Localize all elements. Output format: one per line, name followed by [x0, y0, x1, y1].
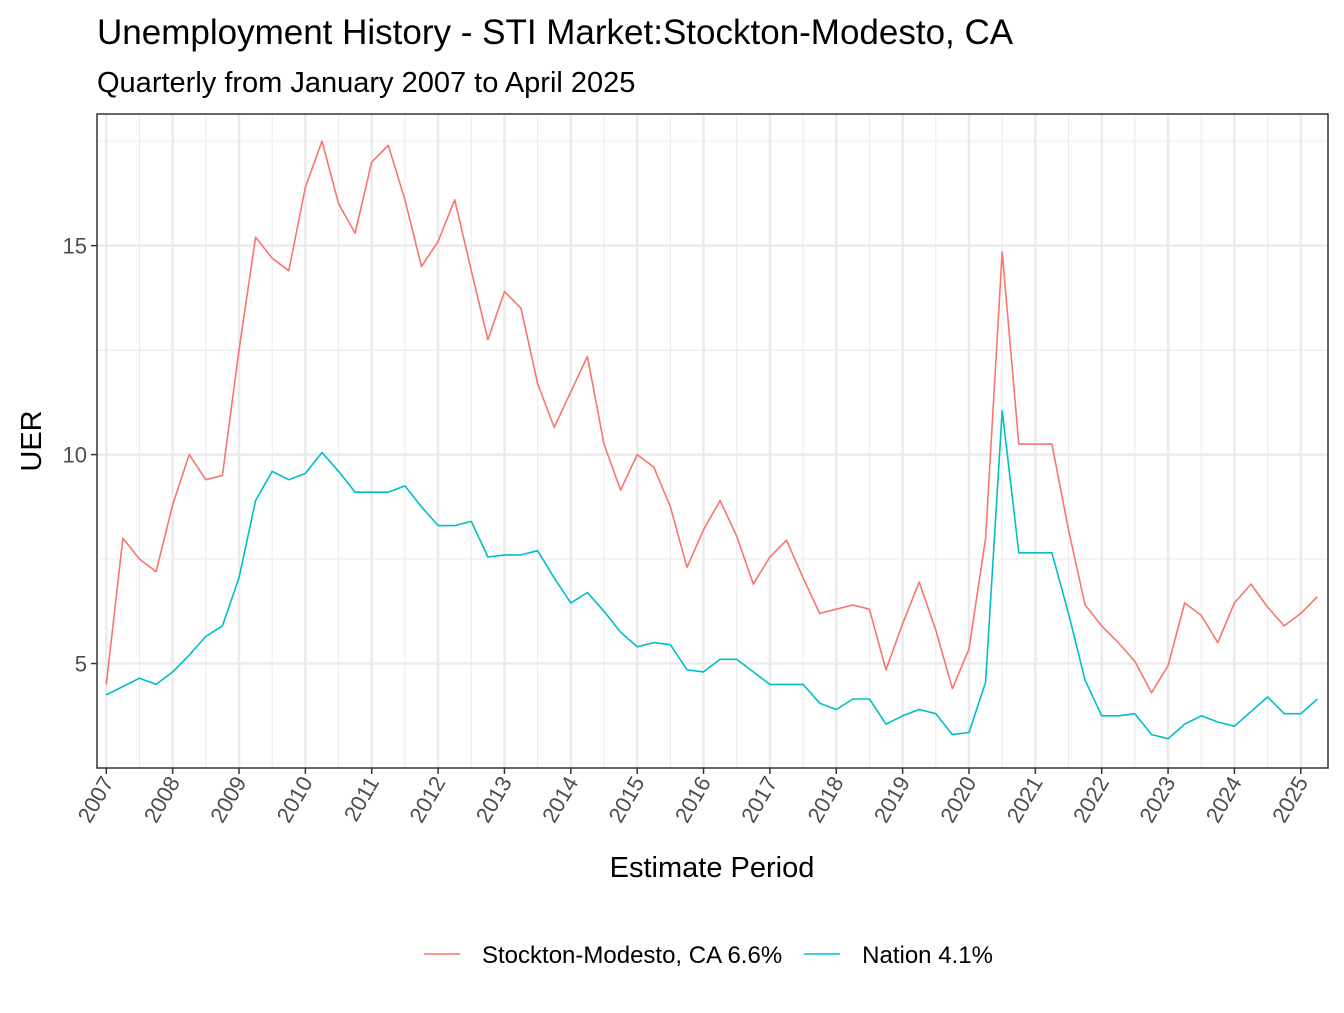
y-tick-label: 10 [63, 443, 87, 468]
x-axis: 2007 2008 2009 2010 2011 2012 2013 2014 2015 2016… [72, 768, 1313, 827]
x-tick-label: 2010 [272, 772, 318, 827]
x-tick-label: 2011 [339, 772, 384, 825]
x-tick-label: 2019 [869, 772, 915, 827]
legend-label: Stockton-Modesto, CA 6.6% [482, 942, 782, 969]
chart-subtitle: Quarterly from January 2007 to April 202… [97, 67, 635, 99]
plot-panel-border [96, 113, 1329, 769]
x-axis-title: Estimate Period [610, 852, 815, 884]
x-tick-label: 2024 [1201, 772, 1247, 827]
x-tick-label: 2008 [139, 772, 185, 827]
x-tick-label: 2018 [802, 772, 848, 827]
x-tick-label: 2012 [404, 772, 450, 827]
y-tick-label: 5 [75, 652, 87, 677]
x-tick-label: 2020 [935, 772, 981, 827]
grid-lines [97, 114, 1328, 768]
x-tick-label: 2022 [1068, 772, 1114, 827]
y-axis: 5 10 15 [63, 234, 97, 677]
x-tick-label: 2021 [1002, 772, 1048, 827]
legend: Stockton-Modesto, CA 6.6% Nation 4.1% [424, 942, 993, 969]
series-line [105, 140, 1318, 694]
y-axis-title: UER [16, 410, 48, 471]
x-tick-label: 2025 [1267, 772, 1313, 827]
x-tick-label: 2009 [205, 772, 251, 827]
x-tick-label: 2015 [603, 772, 649, 827]
x-tick-label: 2017 [736, 772, 782, 827]
legend-label: Nation 4.1% [862, 942, 993, 969]
chart-title: Unemployment History - STI Market:Stockt… [97, 13, 1014, 52]
x-tick-label: 2014 [537, 772, 583, 827]
series-lines [105, 140, 1318, 740]
x-tick-label: 2023 [1134, 772, 1180, 827]
series-line [105, 409, 1318, 740]
x-tick-label: 2007 [72, 772, 118, 827]
x-tick-label: 2013 [471, 772, 517, 827]
y-tick-label: 15 [63, 234, 87, 259]
x-tick-label: 2016 [670, 772, 716, 827]
